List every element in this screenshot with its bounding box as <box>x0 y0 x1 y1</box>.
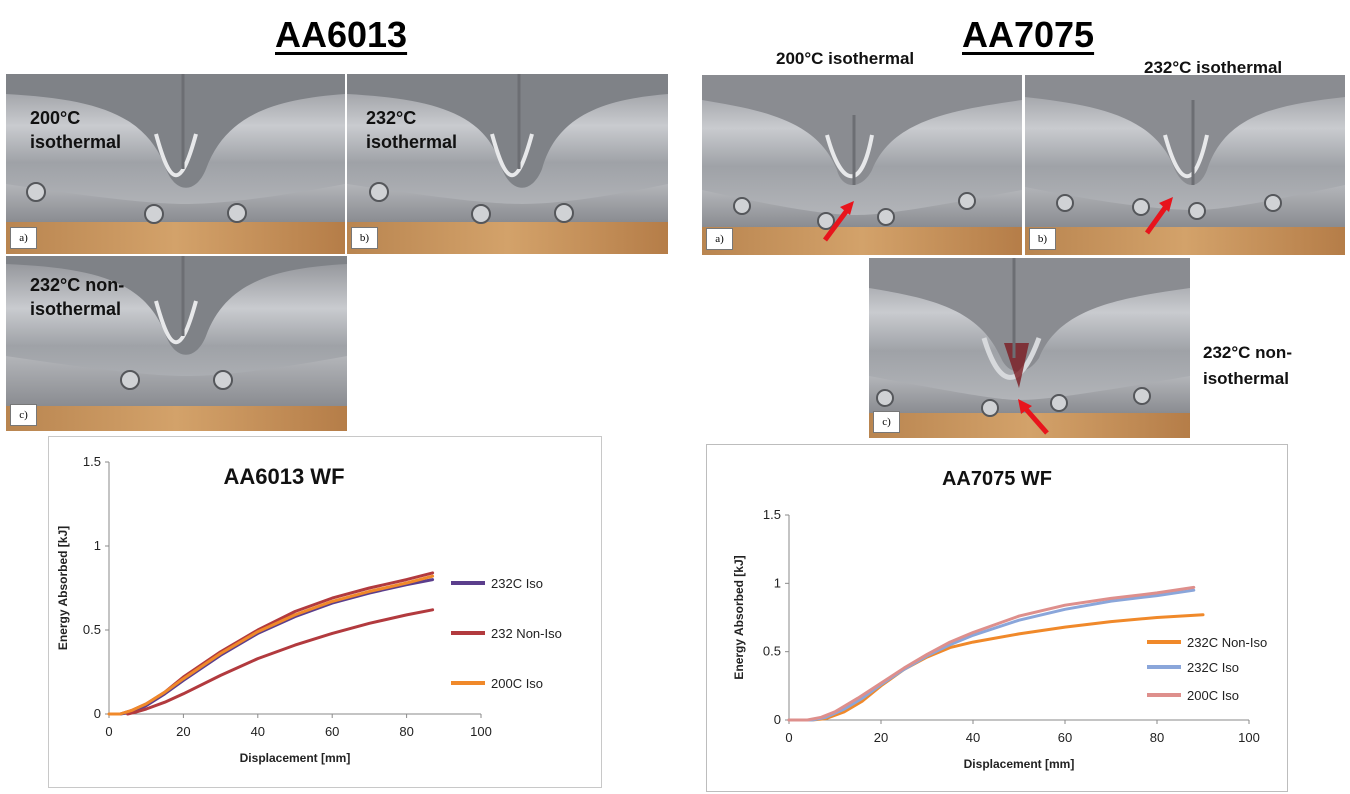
aa6013-chart: AA6013 WF 0 20 40 60 80 100 0 0.5 1 1.5 Displacemen… <box>48 436 602 788</box>
aa7075-photo-a-tag: a) <box>706 228 733 250</box>
legend-label-2: 200C Iso <box>491 676 543 691</box>
chart-title: AA7075 WF <box>942 468 1052 490</box>
aa6013-photo-a-tag: a) <box>10 227 37 249</box>
x-tick-label: 40 <box>966 730 980 745</box>
aa7075-c-caption-line1: 232°C non- <box>1203 343 1292 362</box>
aa6013-c-label-line2: isothermal <box>30 299 122 319</box>
x-tick-label: 100 <box>470 724 492 739</box>
series-line-0 <box>118 578 435 716</box>
x-tick-label: 0 <box>105 724 112 739</box>
aa7075-c-caption-line2: isothermal <box>1203 369 1289 388</box>
aa6013-photo-b-label: 232°C isothermal <box>366 106 457 154</box>
legend-label-2: 200C Iso <box>1187 688 1239 703</box>
x-tick-label: 80 <box>1150 730 1164 745</box>
x-tick-label: 60 <box>325 724 339 739</box>
y-tick-label: 0.5 <box>83 622 101 637</box>
aa7075-chart: AA7075 WF 0 20 40 60 80 100 0 0.5 1 1.5 Displacemen… <box>706 444 1288 792</box>
aa7075-photo-b-tag: b) <box>1029 228 1056 250</box>
y-axis-label: Energy Absorbed [kJ] <box>56 526 70 650</box>
aa7075-photo-c-tag: c) <box>873 411 900 433</box>
y-tick-label: 1.5 <box>763 507 781 522</box>
y-tick-label: 0 <box>774 712 781 727</box>
aa7075-a-caption: 200°C isothermal <box>776 49 915 68</box>
aa6013-photo-c: 232°C non- isothermal c) <box>6 256 347 431</box>
y-tick-label: 0.5 <box>763 644 781 659</box>
legend-label-0: 232C Iso <box>491 576 543 591</box>
aa7075-photo-c-image <box>869 258 1190 438</box>
aa7075-photo-b: b) <box>1025 75 1345 255</box>
aa6013-photo-c-tag: c) <box>10 404 37 426</box>
aa7075-b-caption: 232°C isothermal <box>1144 58 1283 77</box>
aa7075-chart-svg: AA7075 WF 0 20 40 60 80 100 0 0.5 1 1.5 Displacemen… <box>732 468 1267 771</box>
aa6013-photo-a-image <box>6 74 345 254</box>
legend-label-1: 232 Non-Iso <box>491 626 562 641</box>
series-line-1 <box>787 588 1196 722</box>
legend-label-0: 232C Non-Iso <box>1187 635 1267 650</box>
series-line-2 <box>107 574 435 716</box>
aa7075-photo-c: c) <box>869 258 1190 438</box>
aa6013-photo-c-image <box>6 256 347 431</box>
y-tick-label: 1.5 <box>83 454 101 469</box>
aa7075-c-caption: 232°C non- isothermal <box>1203 340 1292 392</box>
y-tick-label: 1 <box>94 538 101 553</box>
y-tick-label: 0 <box>94 706 101 721</box>
x-tick-label: 60 <box>1058 730 1072 745</box>
aa7075-photo-a-image <box>702 75 1022 255</box>
aa6013-photo-b-image <box>347 74 668 254</box>
aa6013-photo-a-label: 200°C isothermal <box>30 106 121 154</box>
x-tick-label: 20 <box>176 724 190 739</box>
x-tick-label: 20 <box>874 730 888 745</box>
aa7075-photo-b-image <box>1025 75 1345 255</box>
aa6013-b-label-line2: isothermal <box>366 132 458 152</box>
aa7075-c-arrow-icon <box>1023 406 1049 435</box>
x-axis-label: Displacement [mm] <box>964 757 1075 771</box>
aa6013-c-label-line1: 232°C non- <box>30 275 125 295</box>
aa6013-a-label-line2: isothermal <box>30 132 122 152</box>
aa7075-a-arrow-icon <box>822 207 851 242</box>
aa6013-b-label-line1: 232°C <box>366 108 417 128</box>
aa6013-a-label-line1: 200°C <box>30 108 81 128</box>
x-tick-label: 0 <box>785 730 792 745</box>
legend-label-1: 232C Iso <box>1187 660 1239 675</box>
aa6013-heading: AA6013 <box>275 14 408 55</box>
chart-title: AA6013 WF <box>223 464 344 489</box>
x-tick-label: 40 <box>251 724 265 739</box>
aa6013-photo-b: 232°C isothermal b) <box>347 74 668 254</box>
aa7075-photo-a: a) <box>702 75 1022 255</box>
x-axis-label: Displacement [mm] <box>240 751 351 765</box>
aa6013-chart-svg: AA6013 WF 0 20 40 60 80 100 0 0.5 1 1.5 Displacemen… <box>56 454 562 765</box>
y-axis-label: Energy Absorbed [kJ] <box>732 555 746 679</box>
aa7075-heading: AA7075 <box>962 14 1095 55</box>
series-line-1 <box>126 608 435 716</box>
series-line-2 <box>787 585 1196 722</box>
x-tick-label: 100 <box>1238 730 1260 745</box>
aa6013-photo-b-tag: b) <box>351 227 378 249</box>
x-tick-label: 80 <box>399 724 413 739</box>
aa6013-photo-c-label: 232°C non- isothermal <box>30 273 124 321</box>
aa7075-b-arrow-icon <box>1144 203 1170 235</box>
aa6013-photo-a: 200°C isothermal a) <box>6 74 345 254</box>
y-tick-label: 1 <box>774 575 781 590</box>
